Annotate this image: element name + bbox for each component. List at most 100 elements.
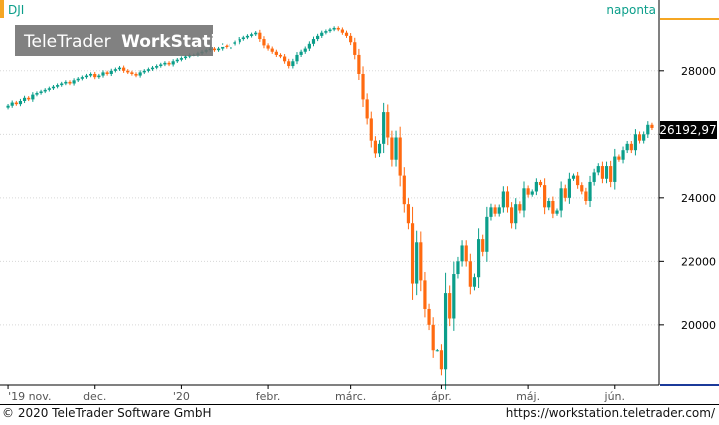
candle: [522, 181, 526, 218]
candle: [547, 198, 551, 211]
candle-body: [249, 34, 254, 36]
candle-body: [456, 261, 460, 275]
x-axis-ticks: '19 nov. dec. '20 febr. márc. ápr. máj. jún.: [7, 385, 626, 403]
candle-body: [130, 72, 134, 74]
x-tick-label: jún.: [604, 390, 626, 403]
candle-body: [448, 293, 452, 319]
candle-body: [617, 156, 621, 160]
candle: [138, 70, 142, 78]
candle: [476, 228, 481, 289]
candle: [526, 185, 530, 198]
candle-body: [621, 150, 625, 160]
candle-body: [642, 134, 646, 141]
candle-body: [646, 124, 650, 135]
source-url[interactable]: https://workstation.teletrader.com/: [505, 406, 715, 420]
grid: [0, 70, 659, 326]
symbol-label[interactable]: DJI: [8, 3, 24, 17]
candle: [382, 102, 386, 154]
candle: [497, 204, 501, 217]
interval-label[interactable]: naponta: [606, 3, 656, 17]
candle-body: [80, 77, 84, 79]
candle-body: [163, 62, 167, 65]
candle: [39, 89, 43, 95]
candle: [295, 52, 299, 65]
candle-body: [47, 88, 51, 90]
candle: [361, 66, 365, 108]
x-tick-label: febr.: [256, 390, 281, 403]
candle: [365, 93, 369, 125]
candle: [60, 81, 64, 87]
candle: [394, 130, 398, 167]
candle: [443, 272, 448, 390]
candle: [287, 58, 291, 69]
last-price-tag: 26192,97: [659, 121, 717, 139]
candle-body: [274, 51, 278, 55]
candle: [588, 175, 592, 208]
candle: [68, 80, 72, 86]
candle-body: [559, 188, 563, 211]
candle: [456, 256, 460, 279]
candle: [225, 43, 229, 49]
candle: [282, 54, 287, 64]
candle: [510, 202, 514, 229]
candle-body: [117, 67, 122, 70]
y-tick-label: 20000: [681, 319, 716, 332]
candle: [43, 88, 47, 94]
candle-body: [472, 277, 477, 287]
candle-body: [278, 54, 283, 57]
candle: [254, 31, 258, 36]
candle-body: [291, 61, 295, 67]
candle-body: [55, 85, 60, 87]
candle: [625, 140, 629, 154]
candle-body: [295, 54, 299, 62]
candle-body: [625, 143, 629, 151]
candle: [22, 95, 27, 104]
y-axis-accent: [660, 18, 719, 20]
candle-body: [501, 191, 505, 208]
candle-body: [555, 210, 559, 214]
candle: [320, 30, 324, 38]
candle: [349, 33, 353, 46]
candle-body: [212, 48, 217, 51]
candle: [117, 65, 122, 71]
candle: [344, 30, 349, 38]
candle-body: [386, 112, 390, 138]
candle: [386, 104, 390, 146]
candle: [353, 37, 357, 60]
accent-bar-left: [0, 0, 4, 18]
candle-body: [452, 274, 456, 319]
candle: [452, 261, 456, 331]
candle: [538, 179, 543, 188]
candle: [415, 230, 419, 296]
candle: [80, 75, 84, 81]
candle-body: [435, 350, 439, 352]
candle-body: [543, 185, 547, 208]
candle: [460, 240, 464, 267]
candle: [390, 130, 394, 167]
y-axis-ticks: 2000022000240002600028000: [659, 65, 716, 332]
candle: [47, 86, 51, 92]
candle: [402, 167, 406, 213]
candle-body: [369, 118, 373, 141]
candle: [142, 69, 146, 75]
candle-body: [600, 166, 605, 179]
candle: [159, 62, 163, 68]
candle-body: [282, 56, 287, 62]
candle-body: [423, 280, 427, 309]
candle: [514, 198, 518, 230]
candle-body: [221, 45, 225, 49]
candle-body: [481, 239, 485, 252]
candle: [604, 161, 609, 184]
candle-body: [266, 45, 270, 49]
candle-body: [365, 99, 369, 119]
candle-body: [307, 43, 311, 49]
candle-body: [68, 81, 72, 84]
candle-body: [547, 201, 551, 208]
candle: [303, 46, 307, 54]
candle-body: [476, 239, 481, 278]
candle-body: [328, 29, 332, 32]
x-tick-label: dec.: [83, 390, 106, 403]
candle-body: [27, 97, 31, 100]
candle: [369, 111, 373, 148]
candle: [299, 49, 303, 57]
